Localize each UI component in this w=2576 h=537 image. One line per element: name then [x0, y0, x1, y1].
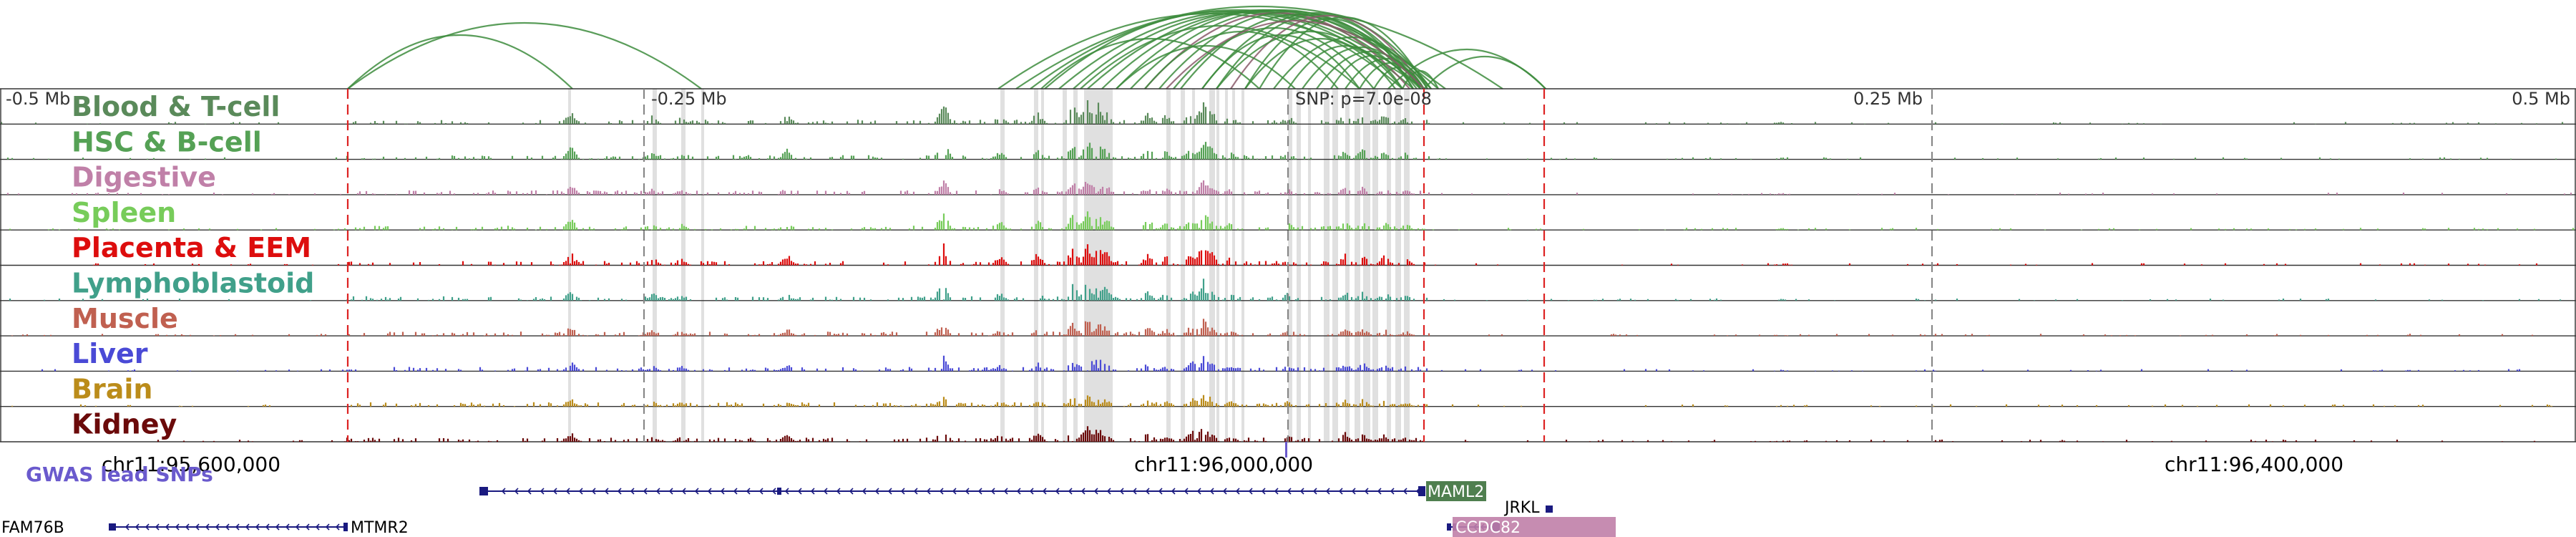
- track-label: Liver: [72, 338, 148, 369]
- track-label: HSC & B-cell: [72, 126, 262, 158]
- coordinate-label: chr11:95,600,000: [102, 453, 280, 476]
- interaction-arc: [1402, 69, 1439, 90]
- signal-track: [0, 211, 2576, 231]
- exon: [777, 488, 781, 495]
- signal-bars: [41, 355, 2521, 372]
- interaction-arc: [1116, 44, 1296, 90]
- signal-bars: [11, 319, 2534, 337]
- gwas-lead-snp: [1285, 442, 1287, 458]
- interaction-arc: [1173, 26, 1375, 90]
- track-label: Kidney: [72, 409, 177, 440]
- interaction-arcs: [347, 5, 1546, 90]
- interaction-arc: [1015, 5, 1503, 90]
- track-label: Digestive: [72, 162, 216, 193]
- signal-track: [0, 180, 2576, 195]
- interaction-arc: [1345, 57, 1428, 90]
- track-label: Spleen: [72, 197, 176, 228]
- signal-track: [0, 395, 2576, 407]
- signal-bars: [9, 211, 2575, 231]
- interaction-arc: [1216, 30, 1403, 90]
- exon: [1418, 486, 1425, 496]
- interaction-arc: [1201, 11, 1432, 90]
- track-label: Blood & T-cell: [72, 91, 280, 122]
- interaction-arc: [1259, 16, 1428, 90]
- track-label: Lymphoblastoid: [72, 268, 314, 299]
- signal-track: [0, 319, 2576, 337]
- scale-label-plus-quarter: 0.25 Mb: [1853, 89, 1923, 109]
- interaction-arc: [1423, 56, 1546, 90]
- gene-label: MAML2: [1428, 483, 1484, 501]
- signal-bars: [157, 426, 2536, 442]
- snp-label: SNP: p=7.0e-08: [1295, 89, 1432, 109]
- scale-label-minus-quarter: -0.25 Mb: [651, 89, 727, 109]
- exon: [1546, 505, 1553, 513]
- gwas-track-label: GWAS lead SNPs: [26, 463, 213, 486]
- interaction-arc: [1244, 37, 1396, 90]
- track-label: Muscle: [72, 303, 178, 334]
- interaction-arc: [1287, 44, 1403, 90]
- track-label: Brain: [72, 373, 152, 405]
- signal-bars: [6, 180, 2572, 195]
- exon: [343, 523, 348, 531]
- gene-track: MAML2 JRKL CCDC82 FAM76B MTMR2: [1, 481, 1616, 537]
- gene-label: FAM76B: [1, 519, 64, 537]
- region-markers: [346, 89, 1933, 442]
- signal-bars: [92, 243, 2538, 266]
- signal-bars: [9, 279, 2562, 301]
- scale-label-minus-half: -0.5 Mb: [6, 89, 70, 109]
- signal-bars: [6, 142, 2557, 160]
- interaction-arc: [347, 21, 702, 90]
- exon: [1447, 523, 1451, 531]
- gene-label: MTMR2: [351, 519, 409, 537]
- exon: [109, 523, 116, 531]
- signal-bars: [0, 100, 2564, 125]
- interaction-arc: [1080, 24, 1360, 90]
- scale-label-plus-half: 0.5 Mb: [2512, 89, 2570, 109]
- gene-label-box: [1453, 517, 1616, 537]
- track-label: Placenta & EEM: [72, 232, 311, 263]
- coordinate-label: chr11:96,400,000: [2165, 453, 2343, 476]
- interaction-arc: [1166, 19, 1425, 90]
- gene-label: JRKL: [1503, 499, 1540, 517]
- interaction-arc: [1373, 67, 1425, 90]
- strand-arrows: [125, 523, 340, 531]
- signal-bars: [11, 395, 2553, 407]
- coordinate-label: chr11:96,000,000: [1134, 453, 1313, 476]
- interaction-arc: [1144, 30, 1339, 90]
- gene-label-box: [1426, 481, 1486, 501]
- strand-arrows: [501, 488, 1420, 495]
- interaction-arc: [1273, 36, 1432, 90]
- track-labels: Blood & T-cell HSC & B-cell Digestive Splee…: [72, 91, 314, 440]
- interaction-arc: [347, 34, 573, 90]
- signal-track: [0, 355, 2576, 372]
- interaction-arc: [1040, 37, 1260, 90]
- gene-label: CCDC82: [1455, 519, 1521, 537]
- exon: [479, 487, 488, 495]
